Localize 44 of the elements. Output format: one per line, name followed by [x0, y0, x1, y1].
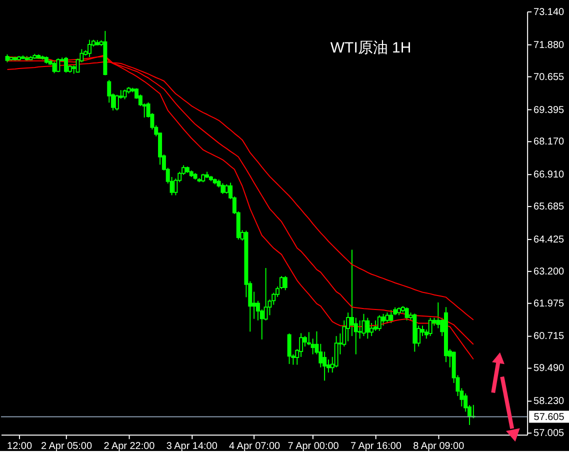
y-tick-label: 66.910 — [534, 170, 565, 181]
x-tick-label: 12:00 — [7, 441, 32, 452]
candlestick — [224, 184, 229, 194]
candlestick — [385, 312, 390, 324]
candlestick — [52, 61, 56, 74]
candlestick — [64, 56, 68, 74]
candlestick — [283, 276, 288, 291]
candlestick — [122, 89, 127, 100]
text: WTI原油 1H — [330, 39, 412, 56]
y-tick-label: 63.200 — [534, 266, 565, 278]
x-tick-label: 3 Apr 14:00 — [166, 441, 218, 452]
candlestick — [287, 332, 292, 364]
y-tick-label: 71.880 — [534, 40, 565, 51]
y-tick-label: 65.685 — [534, 202, 565, 213]
candlestick — [220, 182, 225, 194]
candlestick — [381, 313, 386, 326]
y-tick-label: 60.715 — [534, 331, 565, 342]
x-tick-label: 2 Apr 05:00 — [41, 441, 92, 452]
y-tick-label: 73.140 — [534, 7, 565, 18]
candlestick — [362, 313, 366, 337]
candlestick — [56, 58, 60, 73]
x-tick-label: 4 Apr 07:00 — [229, 441, 280, 452]
candlestick — [88, 39, 92, 58]
candlestick — [428, 317, 432, 337]
y-tick-label: 64.425 — [534, 234, 565, 246]
candlestick — [377, 314, 382, 332]
x-tick-label: 7 Apr 00:00 — [288, 441, 340, 452]
y-tick-label: 57.005 — [534, 428, 565, 439]
candlestick — [114, 94, 119, 111]
y-tick-label: 70.655 — [534, 72, 565, 83]
candlestick — [370, 322, 374, 337]
candlestick — [404, 306, 409, 321]
y-tick-label: 58.230 — [534, 396, 565, 407]
ref-line-label: 57.605 — [534, 412, 565, 423]
candlestick — [389, 309, 394, 324]
candlestick — [366, 317, 370, 340]
y-tick-label: 69.395 — [534, 104, 565, 116]
y-tick-label: 61.975 — [534, 298, 565, 310]
y-tick-label: 59.490 — [534, 363, 565, 374]
y-tick-label: 68.170 — [534, 136, 565, 148]
x-tick-label: 2 Apr 22:00 — [104, 441, 156, 452]
x-tick-label: 8 Apr 09:00 — [413, 441, 465, 452]
x-tick-label: 7 Apr 16:00 — [350, 441, 402, 452]
candlestick — [436, 302, 440, 329]
